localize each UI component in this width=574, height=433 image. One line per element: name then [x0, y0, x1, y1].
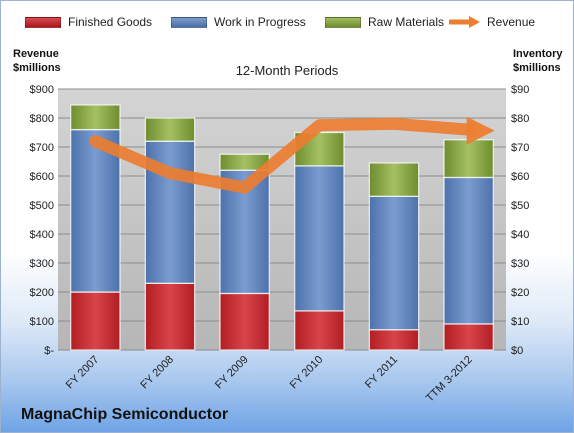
y-tick-label-right: $30 [511, 258, 529, 270]
bar-finished-goods [294, 310, 345, 351]
y-tick-label-right: $50 [511, 200, 529, 212]
y-tick-label-left: $300 [30, 258, 54, 270]
y-tick-label-right: $20 [511, 287, 529, 299]
left-axis-title: Revenue $millions [13, 47, 61, 75]
x-tick-label: FY 2008 [138, 354, 176, 392]
bar-raw-materials [443, 139, 494, 179]
y-tick-label-right: $40 [511, 229, 529, 241]
legend-label-raw-materials: Raw Materials [368, 15, 445, 29]
y-tick-label-left: $400 [30, 229, 54, 241]
company-name: MagnaChip Semiconductor [21, 406, 229, 423]
y-tick-label-left: $- [44, 345, 54, 357]
left-axis-title-line1: Revenue [13, 48, 59, 60]
y-tick-label-right: $0 [511, 345, 523, 357]
bar-raw-materials [70, 104, 121, 131]
bar-finished-goods [443, 323, 494, 351]
y-tick-label-left: $900 [30, 84, 54, 96]
legend-swatch-finished-goods [25, 16, 61, 28]
y-tick-label-left: $700 [30, 142, 54, 154]
legend-swatch-work-in-progress [171, 16, 207, 28]
bar-raw-materials [144, 117, 196, 142]
legend-swatch-raw-materials [325, 16, 361, 28]
right-axis-title-line2: $millions [513, 62, 561, 74]
legend-label-finished-goods: Finished Goods [68, 15, 153, 29]
legend: Finished Goods Work in Progress Raw Mate… [25, 15, 565, 35]
legend-label-revenue: Revenue [487, 15, 536, 29]
bar-finished-goods [368, 329, 420, 351]
bar-finished-goods [70, 291, 121, 351]
bar-work-in-progress [443, 176, 494, 325]
bar-finished-goods [144, 282, 196, 351]
legend-item-raw-materials: Raw Materials [325, 15, 444, 29]
bar-finished-goods [219, 292, 270, 351]
y-tick-label-right: $10 [511, 316, 529, 328]
y-tick-label-right: $90 [511, 84, 529, 96]
y-tick-label-left: $600 [30, 171, 54, 183]
bar-work-in-progress [294, 165, 345, 312]
legend-item-finished-goods: Finished Goods [25, 15, 152, 29]
x-tick-label: FY 2010 [288, 354, 326, 392]
y-tick-label-right: $80 [511, 113, 529, 125]
legend-arrow-revenue [449, 16, 480, 28]
x-tick-label: FY 2011 [363, 354, 400, 391]
right-axis-title: Inventory $millions [513, 47, 563, 75]
y-tick-label-left: $100 [30, 316, 54, 328]
left-axis-title-line2: $millions [13, 62, 61, 74]
bar-raw-materials [368, 162, 420, 197]
y-tick-label-right: $60 [511, 171, 529, 183]
legend-label-work-in-progress: Work in Progress [214, 15, 306, 29]
bar-work-in-progress [368, 195, 420, 331]
chart-title: 12-Month Periods [235, 63, 339, 78]
y-tick-label-left: $800 [30, 113, 54, 125]
x-tick-label: TTM 3-2012 [424, 354, 475, 405]
y-tick-label-left: $200 [30, 287, 54, 299]
revenue-arrowhead [466, 116, 495, 145]
y-tick-label-left: $500 [30, 200, 54, 212]
x-tick-label: FY 2007 [64, 354, 102, 392]
right-axis-title-line1: Inventory [513, 48, 563, 60]
x-tick-label: FY 2009 [213, 354, 251, 392]
legend-item-revenue: Revenue [449, 15, 535, 29]
y-tick-label-right: $70 [511, 142, 529, 154]
revenue-line [89, 117, 475, 194]
legend-item-work-in-progress: Work in Progress [171, 15, 306, 29]
